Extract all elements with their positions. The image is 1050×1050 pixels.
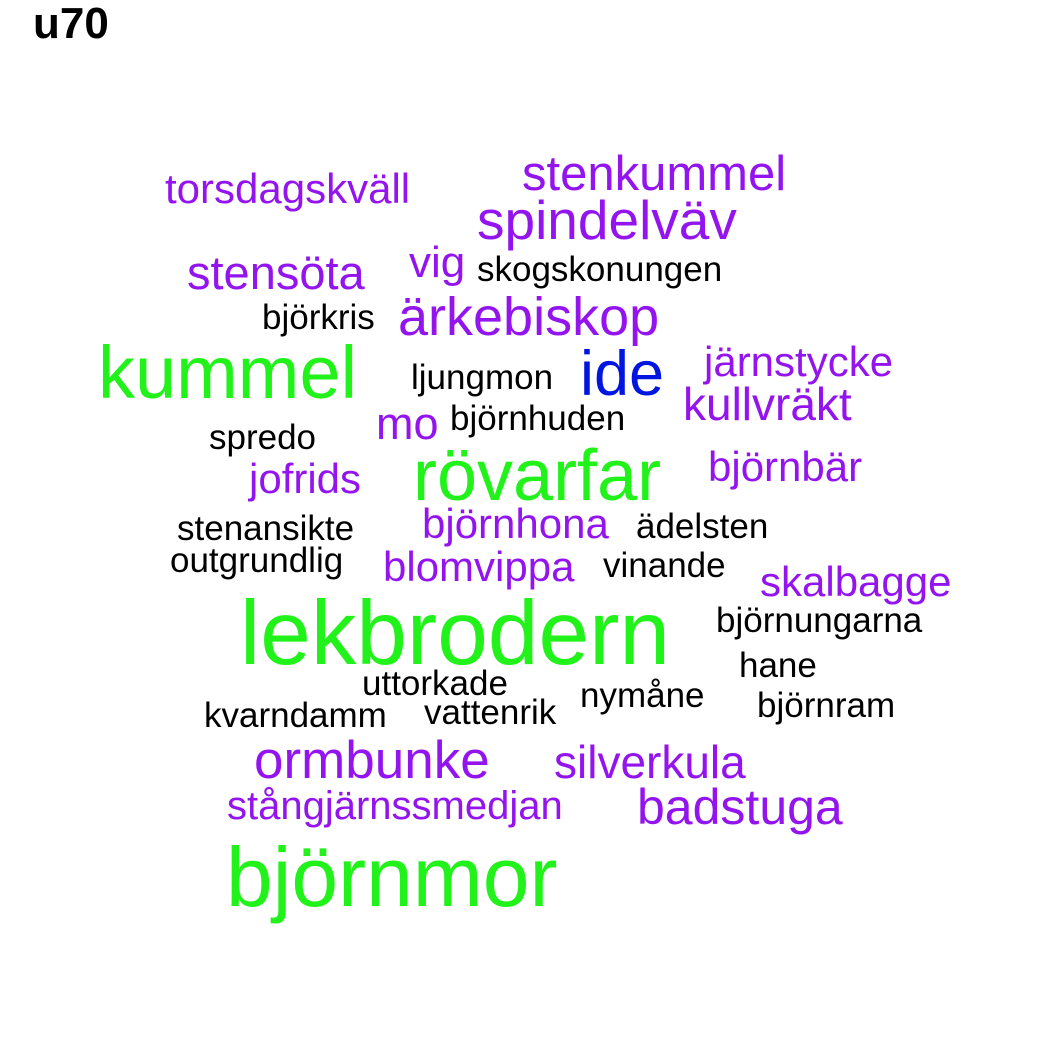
word-stenansikte: stenansikte [177, 509, 355, 548]
word-badstuga: badstuga [637, 779, 843, 835]
word-vig: vig [409, 238, 466, 287]
word-kvarndamm: kvarndamm [204, 696, 387, 735]
word-spredo: spredo [209, 418, 317, 457]
word-arkebiskop: ärkebiskop [398, 287, 660, 347]
word-silverkula: silverkula [554, 736, 746, 788]
word-adelsten: ädelsten [636, 507, 769, 546]
word-vattenrik: vattenrik [424, 693, 557, 732]
word-bjornmor: björnmor [226, 830, 558, 924]
word-bjornhona: björnhona [422, 500, 609, 547]
word-lekbrodern: lekbrodern [240, 583, 670, 684]
word-bjornram: björnram [757, 686, 896, 725]
word-stenkummel: stenkummel [522, 147, 787, 201]
word-jofrids: jofrids [249, 455, 362, 502]
word-nymane: nymåne [580, 676, 705, 715]
word-blomvippa: blomvippa [383, 543, 575, 590]
word-bjornungarna: björnungarna [716, 601, 923, 640]
word-stensota: stensöta [187, 246, 365, 299]
word-ormbunke: ormbunke [254, 731, 490, 790]
word-kummel: kummel [98, 331, 358, 414]
word-ide: ide [580, 339, 665, 409]
word-rovarfar: rövarfar [413, 436, 662, 516]
word-kullvrakt: kullvräkt [683, 378, 852, 430]
word-bjornbar: björnbär [708, 443, 863, 490]
word-vinande: vinande [603, 546, 726, 585]
page-title: u70 [33, 0, 109, 48]
word-hane: hane [739, 646, 817, 685]
word-bjorkris: björkris [262, 298, 375, 337]
word-jarnstycke: järnstycke [704, 338, 894, 385]
word-torsdagskvall: torsdagskväll [165, 165, 411, 212]
word-stangjarnssmedjan: stångjärnssmedjan [227, 784, 563, 828]
word-uttorkade: uttorkade [362, 664, 508, 703]
word-ljungmon: ljungmon [411, 358, 554, 397]
word-skogskonungen: skogskonungen [477, 250, 723, 289]
word-bjornhuden: björnhuden [450, 399, 626, 438]
word-outgrundlig: outgrundlig [170, 541, 344, 580]
word-spindelvav: spindelväv [477, 189, 737, 251]
word-skalbagge: skalbagge [760, 558, 952, 605]
word-mo: mo [376, 398, 439, 449]
